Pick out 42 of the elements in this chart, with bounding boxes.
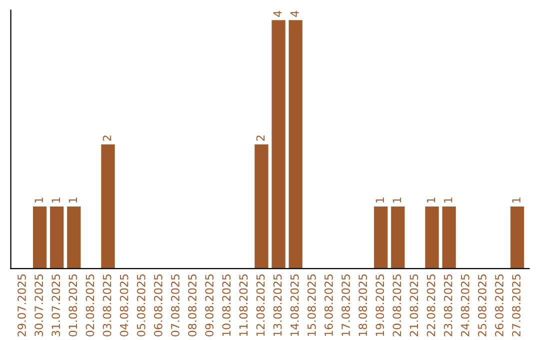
data-label: 1 <box>34 198 43 202</box>
data-label: 1 <box>376 198 384 202</box>
x-tick-label: 01.08.2025 <box>68 274 78 336</box>
x-tick-label: 06.08.2025 <box>154 274 162 336</box>
x-tick-label: 16.08.2025 <box>324 274 333 336</box>
x-tick-label: 07.08.2025 <box>171 274 180 336</box>
x-tick-label: 21.08.2025 <box>410 274 418 336</box>
x-tick-label: 10.08.2025 <box>222 274 231 336</box>
x-tick-label: 24.08.2025 <box>460 274 470 336</box>
x-tick-label: 12.08.2025 <box>256 274 265 336</box>
x-tick-label: 09.08.2025 <box>205 274 214 336</box>
x-tick-label: 20.08.2025 <box>392 274 402 336</box>
x-tick-label: 26.08.2025 <box>495 274 504 336</box>
data-label: 1 <box>444 198 452 202</box>
x-tick-label: 04.08.2025 <box>120 274 128 336</box>
x-tick-label: 22.08.2025 <box>426 274 436 336</box>
x-tick-label: 14.08.2025 <box>290 274 299 336</box>
data-label: 1 <box>426 198 436 202</box>
data-label: 1 <box>68 198 77 202</box>
data-label: 1 <box>512 198 520 202</box>
data-label: 2 <box>102 136 112 141</box>
x-tick-label: 17.08.2025 <box>342 274 350 336</box>
data-label: 4 <box>290 10 299 17</box>
data-label: 1 <box>392 198 401 202</box>
x-tick-label: 03.08.2025 <box>102 274 112 336</box>
x-tick-label: 02.08.2025 <box>86 274 94 336</box>
x-tick-label: 25.08.2025 <box>478 274 486 336</box>
x-tick-label: 15.08.2025 <box>307 274 316 336</box>
x-tick-label: 27.08.2025 <box>512 274 520 336</box>
x-tick-label: 05.08.2025 <box>136 274 146 336</box>
x-tick-label: 18.08.2025 <box>358 274 368 336</box>
x-tick-label: 29.07.2025 <box>18 274 26 336</box>
x-tick-label: 30.07.2025 <box>34 274 44 336</box>
x-tick-label: 08.08.2025 <box>188 274 196 336</box>
x-tick-label: 13.08.2025 <box>273 274 282 336</box>
x-tick-label: 23.08.2025 <box>444 274 452 336</box>
x-tick-label: 19.08.2025 <box>376 274 384 336</box>
x-tick-label: 31.07.2025 <box>52 274 60 336</box>
data-label: 1 <box>52 198 60 202</box>
x-tick-label: 11.08.2025 <box>239 274 248 336</box>
data-label: 4 <box>273 10 282 17</box>
data-label: 2 <box>256 136 265 141</box>
